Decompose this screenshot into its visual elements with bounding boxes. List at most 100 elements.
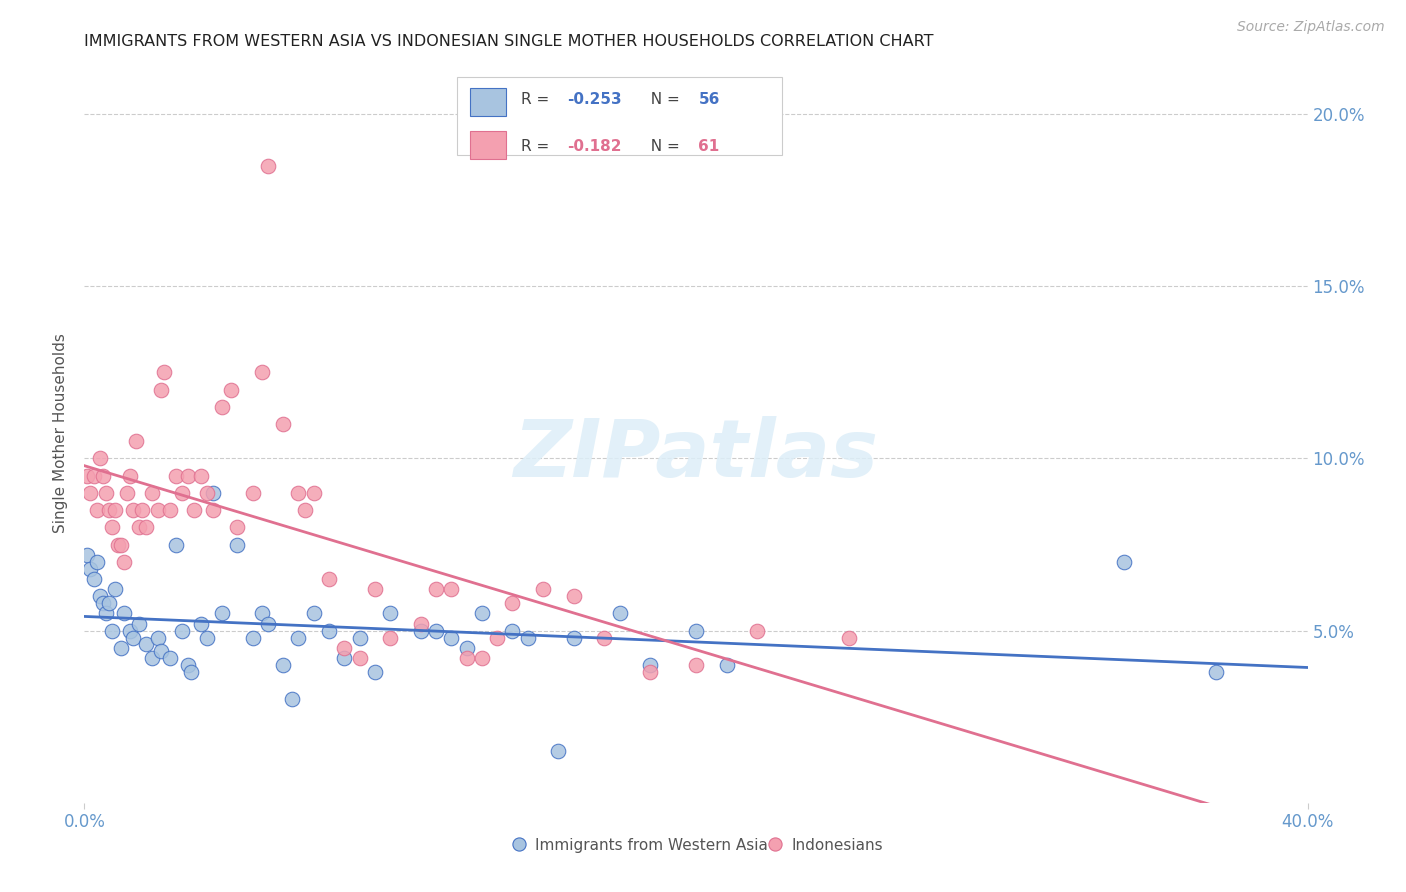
Point <box>177 658 200 673</box>
Point <box>190 616 212 631</box>
Point <box>201 486 224 500</box>
Text: N =: N = <box>641 92 685 107</box>
Point <box>91 468 114 483</box>
Point <box>364 582 387 597</box>
Point <box>149 644 172 658</box>
Point <box>104 503 127 517</box>
Point <box>1114 555 1136 569</box>
Point <box>128 616 150 631</box>
Point <box>94 607 117 621</box>
Point <box>131 503 153 517</box>
Point <box>159 503 181 517</box>
Text: Source: ZipAtlas.com: Source: ZipAtlas.com <box>1237 20 1385 34</box>
Point <box>107 537 129 551</box>
Point <box>226 537 249 551</box>
Point <box>122 631 145 645</box>
Point <box>172 624 194 638</box>
Point <box>226 520 249 534</box>
Text: IMMIGRANTS FROM WESTERN ASIA VS INDONESIAN SINGLE MOTHER HOUSEHOLDS CORRELATION : IMMIGRANTS FROM WESTERN ASIA VS INDONESI… <box>84 34 934 49</box>
Point <box>97 503 120 517</box>
Point <box>195 486 218 500</box>
Point <box>159 651 181 665</box>
Point <box>638 665 661 679</box>
Point <box>86 555 108 569</box>
Point <box>287 631 309 645</box>
Point <box>120 468 142 483</box>
Point <box>333 640 356 655</box>
Point <box>471 651 494 665</box>
Point <box>89 589 111 603</box>
Point <box>165 537 187 551</box>
Point <box>685 624 707 638</box>
Point <box>135 637 157 651</box>
Point <box>609 607 631 621</box>
Point <box>250 365 273 379</box>
Point <box>76 468 98 483</box>
Point <box>456 640 478 655</box>
Point <box>183 503 205 517</box>
Point <box>101 520 124 534</box>
Point <box>440 582 463 597</box>
FancyBboxPatch shape <box>470 130 506 159</box>
Point <box>76 548 98 562</box>
Text: 56: 56 <box>699 92 720 107</box>
Point <box>219 383 242 397</box>
Text: Indonesians: Indonesians <box>792 838 883 853</box>
Point <box>318 624 340 638</box>
Text: R =: R = <box>522 92 554 107</box>
FancyBboxPatch shape <box>470 88 506 117</box>
Point <box>122 503 145 517</box>
Point <box>380 631 402 645</box>
Point <box>112 607 135 621</box>
Point <box>110 537 132 551</box>
Point <box>146 503 169 517</box>
Point <box>287 486 309 500</box>
Point <box>380 607 402 621</box>
Text: Immigrants from Western Asia: Immigrants from Western Asia <box>534 838 768 853</box>
Point <box>716 658 738 673</box>
Point <box>531 582 554 597</box>
Point <box>425 624 447 638</box>
Point <box>89 451 111 466</box>
FancyBboxPatch shape <box>457 78 782 155</box>
Point <box>302 486 325 500</box>
Point <box>685 658 707 673</box>
Point <box>349 631 371 645</box>
Point <box>593 631 616 645</box>
Point <box>177 468 200 483</box>
Point <box>318 572 340 586</box>
Point <box>128 520 150 534</box>
Point <box>409 616 432 631</box>
Point <box>141 486 163 500</box>
Point <box>364 665 387 679</box>
Point <box>83 572 105 586</box>
Point <box>153 365 176 379</box>
Point <box>125 434 148 449</box>
Text: N =: N = <box>641 138 685 153</box>
Point <box>502 624 524 638</box>
Point <box>250 607 273 621</box>
Point <box>271 658 294 673</box>
Point <box>180 665 202 679</box>
Point <box>1205 665 1227 679</box>
Point <box>409 624 432 638</box>
Point <box>141 651 163 665</box>
Point <box>211 400 233 414</box>
Point <box>425 582 447 597</box>
Point <box>838 631 860 645</box>
Point <box>195 631 218 645</box>
Point <box>211 607 233 621</box>
Point <box>91 596 114 610</box>
Point <box>79 486 101 500</box>
Point <box>242 486 264 500</box>
Point <box>562 631 585 645</box>
Point <box>115 486 138 500</box>
Y-axis label: Single Mother Households: Single Mother Households <box>53 333 69 533</box>
Point <box>83 468 105 483</box>
Point <box>135 520 157 534</box>
Point <box>165 468 187 483</box>
Point <box>257 616 280 631</box>
Point <box>547 744 569 758</box>
Point <box>120 624 142 638</box>
Point <box>172 486 194 500</box>
